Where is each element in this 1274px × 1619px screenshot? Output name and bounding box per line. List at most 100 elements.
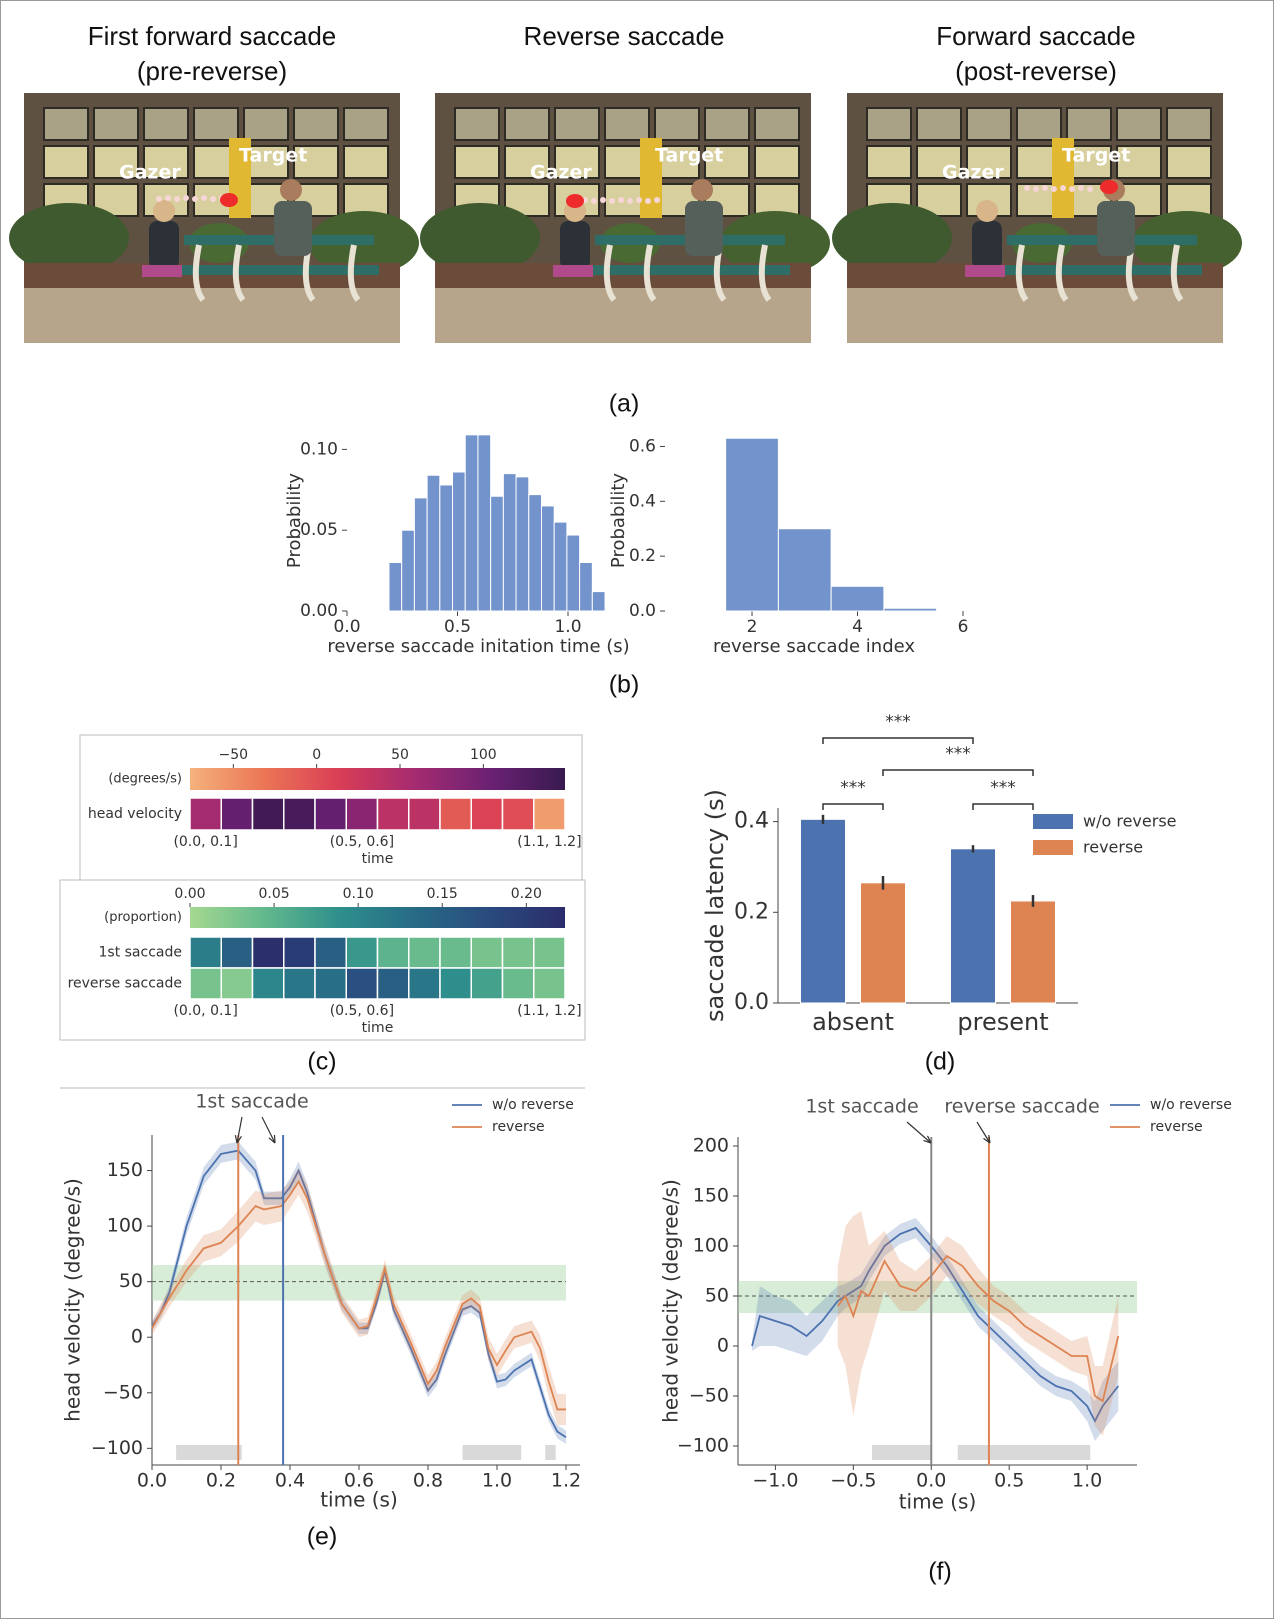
x-tick-label: 2 bbox=[747, 617, 758, 637]
x-tick-label: (0.5, 0.6] bbox=[330, 834, 394, 850]
histogram-bar bbox=[516, 477, 529, 611]
target-body bbox=[685, 201, 723, 256]
x-tick-label: −1.0 bbox=[752, 1470, 798, 1492]
window bbox=[1117, 108, 1161, 140]
photo-title: Forward saccade bbox=[936, 21, 1135, 51]
colorbar-tick-label: 0.20 bbox=[511, 886, 542, 902]
photo-label: Gazer bbox=[119, 162, 181, 184]
legend-swatch bbox=[1033, 840, 1073, 855]
window bbox=[144, 108, 188, 140]
bench-seat bbox=[169, 265, 379, 275]
x-axis-label: reverse saccade initation time (s) bbox=[327, 636, 629, 657]
window bbox=[605, 108, 649, 140]
x-axis-label: time bbox=[362, 1020, 394, 1036]
heatmap-cell bbox=[190, 937, 221, 968]
histogram-bar bbox=[592, 592, 605, 611]
x-tick-label: (0.0, 0.1] bbox=[173, 1003, 237, 1019]
gaze-dot bbox=[1042, 185, 1048, 191]
caption: (f) bbox=[928, 1558, 952, 1586]
heatmap-cell bbox=[534, 968, 565, 999]
histogram-bar bbox=[884, 608, 937, 611]
y-tick-label: 0.2 bbox=[629, 546, 656, 566]
heatmap-cell bbox=[315, 968, 346, 999]
gazer-legs bbox=[553, 265, 593, 277]
histogram-bar bbox=[831, 586, 884, 611]
heatmap-cell bbox=[221, 798, 252, 830]
histogram-bar bbox=[529, 495, 542, 611]
gaze-dot bbox=[609, 198, 615, 204]
gaze-dot bbox=[645, 198, 651, 204]
x-tick-label: (0.0, 0.1] bbox=[173, 834, 237, 850]
histogram-bar bbox=[389, 563, 402, 611]
heatmap-cell bbox=[471, 937, 502, 968]
window bbox=[755, 146, 799, 178]
threshold-band bbox=[152, 1265, 566, 1301]
x-tick-label: 1.0 bbox=[554, 617, 581, 637]
heatmap-cell bbox=[409, 798, 440, 830]
window bbox=[1067, 108, 1111, 140]
window bbox=[867, 146, 911, 178]
window bbox=[244, 108, 288, 140]
window bbox=[1167, 108, 1211, 140]
histogram-bar bbox=[580, 563, 593, 611]
x-tick-label: 1.2 bbox=[551, 1470, 581, 1492]
x-tick-label: 1.0 bbox=[482, 1470, 512, 1492]
histogram-bar bbox=[567, 535, 580, 611]
heatmap-cell bbox=[440, 798, 471, 830]
heatmap-cell bbox=[190, 798, 221, 830]
colorbar-label: (proportion) bbox=[104, 910, 182, 925]
y-axis-label: Probability bbox=[608, 473, 629, 568]
window bbox=[755, 108, 799, 140]
y-tick-label: 0.0 bbox=[734, 990, 769, 1015]
significance-region bbox=[872, 1445, 931, 1460]
colorbar-tick-label: 0.00 bbox=[174, 886, 205, 902]
histogram-bar bbox=[453, 472, 466, 611]
caption: (c) bbox=[307, 1048, 336, 1076]
gaze-dot bbox=[165, 195, 171, 201]
y-axis-label: Probability bbox=[284, 473, 305, 568]
x-tick-label: (1.1, 1.2] bbox=[517, 1003, 581, 1019]
y-tick-label: −50 bbox=[103, 1381, 143, 1403]
heatmap-cell bbox=[315, 937, 346, 968]
gazer-legs bbox=[965, 265, 1005, 277]
heatmap-cell bbox=[534, 937, 565, 968]
pavement bbox=[435, 288, 811, 343]
gaze-dot bbox=[183, 195, 189, 201]
y-tick-label: 0.05 bbox=[300, 520, 338, 540]
heatmap-cell bbox=[534, 798, 565, 830]
y-tick-label: 50 bbox=[119, 1270, 143, 1292]
photo-label: Gazer bbox=[530, 162, 592, 184]
heatmap-cell bbox=[346, 968, 377, 999]
pavement bbox=[847, 288, 1223, 343]
x-tick-label: −0.5 bbox=[830, 1470, 876, 1492]
window bbox=[655, 108, 699, 140]
annotation: reverse saccade bbox=[944, 1096, 1099, 1118]
y-tick-label: 0 bbox=[131, 1326, 143, 1348]
heatmap-cell bbox=[378, 937, 409, 968]
plant bbox=[832, 203, 952, 273]
target-body bbox=[1097, 201, 1135, 256]
heatmap-cell bbox=[284, 798, 315, 830]
heatmap-cell bbox=[315, 798, 346, 830]
colorbar-tick-label: −50 bbox=[219, 747, 249, 763]
gaze-dot bbox=[156, 196, 162, 202]
heatmap-cell bbox=[284, 937, 315, 968]
gaze-dot bbox=[627, 198, 633, 204]
bar bbox=[861, 883, 906, 1003]
x-tick-label: 0.0 bbox=[333, 617, 360, 637]
photo-label: Gazer bbox=[942, 162, 1004, 184]
gaze-dot bbox=[618, 197, 624, 203]
y-tick-label: 100 bbox=[107, 1215, 143, 1237]
legend-label: w/o reverse bbox=[1083, 812, 1177, 831]
gaze-dot bbox=[1060, 185, 1066, 191]
caption: (d) bbox=[925, 1048, 956, 1076]
significance-region bbox=[545, 1445, 555, 1460]
heatmap-cell bbox=[440, 937, 471, 968]
photo-title: First forward saccade bbox=[88, 21, 337, 51]
window bbox=[1167, 146, 1211, 178]
y-tick-label: 0.0 bbox=[629, 601, 656, 621]
heatmap-cell bbox=[253, 937, 284, 968]
gaze-dot bbox=[210, 196, 216, 202]
y-tick-label: 150 bbox=[107, 1159, 143, 1181]
legend-swatch bbox=[1033, 814, 1073, 829]
